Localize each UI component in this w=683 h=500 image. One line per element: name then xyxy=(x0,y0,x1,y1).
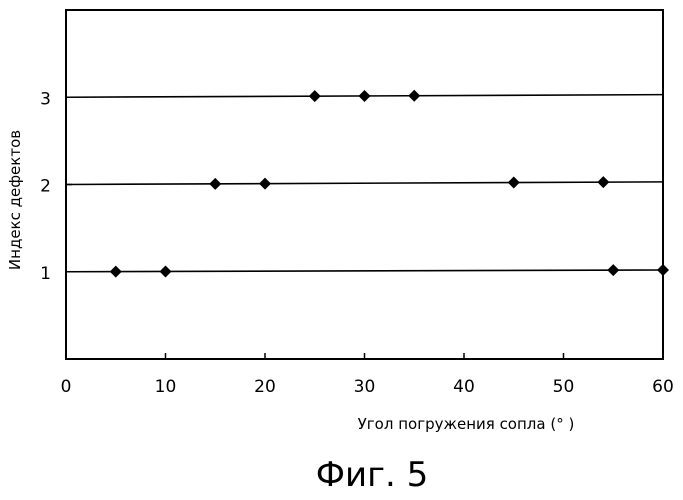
data-point xyxy=(508,177,520,189)
y-tick-label: 3 xyxy=(40,89,51,109)
data-point xyxy=(657,264,669,276)
x-tick-label: 10 xyxy=(155,377,177,397)
data-point xyxy=(160,265,172,277)
reference-line xyxy=(66,270,663,272)
x-tick-label: 30 xyxy=(354,377,376,397)
data-point xyxy=(259,178,271,190)
x-tick-label: 60 xyxy=(652,377,674,397)
reference-lines xyxy=(66,95,663,272)
data-point xyxy=(359,90,371,102)
y-axis-ticks: 1 2 3 xyxy=(40,89,72,284)
y-axis-title: Индекс дефектов xyxy=(6,130,24,270)
y-tick-label: 2 xyxy=(40,177,51,197)
x-tick-label: 0 xyxy=(61,377,72,397)
x-tick-label: 40 xyxy=(453,377,475,397)
y-tick-label: 1 xyxy=(40,264,51,284)
x-tick-label: 20 xyxy=(254,377,276,397)
x-tick-label: 50 xyxy=(553,377,575,397)
data-point xyxy=(309,90,321,102)
x-axis-title: Угол погружения сопла (° ) xyxy=(358,415,575,433)
data-point xyxy=(110,266,122,278)
data-point xyxy=(209,178,221,190)
reference-line xyxy=(66,182,663,185)
figure-caption: Фиг. 5 xyxy=(316,455,428,495)
data-point xyxy=(607,264,619,276)
data-point xyxy=(597,176,609,188)
data-point xyxy=(408,90,420,102)
